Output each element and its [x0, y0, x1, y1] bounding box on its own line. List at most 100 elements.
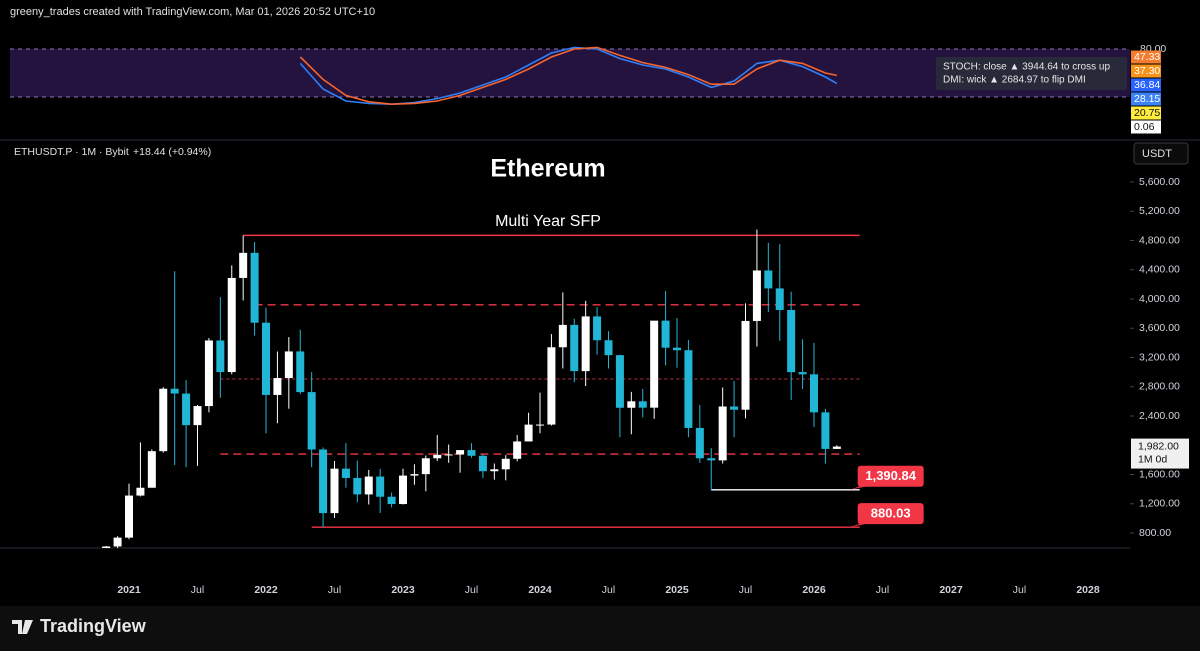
- candle-body: [581, 316, 590, 372]
- y-tick-label: 2,400.00: [1139, 410, 1180, 422]
- candle-body: [627, 401, 636, 408]
- candle-body: [193, 406, 202, 426]
- chart-title: Ethereum: [490, 155, 605, 183]
- value-tag: [1131, 120, 1161, 134]
- candle-body: [673, 347, 681, 351]
- candle-body: [524, 424, 533, 442]
- candle-body: [353, 477, 362, 495]
- x-tick-label: Jul: [1013, 584, 1026, 596]
- level-label-box: [857, 465, 924, 487]
- candle-body: [570, 324, 579, 372]
- candle-body: [684, 350, 693, 428]
- candle-body: [421, 458, 430, 475]
- logo-icon: [12, 620, 33, 634]
- x-tick-label: Jul: [191, 584, 204, 596]
- symbol-info: ETHUSDT.P · 1M · Bybit: [14, 146, 129, 158]
- candle-body: [319, 449, 328, 514]
- value-tag: [1131, 50, 1161, 64]
- x-tick-label: 2023: [391, 584, 415, 596]
- last-price-label: 1,982.00: [1138, 440, 1179, 452]
- level-label: 1,390.84: [865, 468, 916, 483]
- info-line: DMI: wick ▲ 2684.97 to flip DMI: [943, 75, 1086, 86]
- candle-body: [456, 450, 465, 455]
- candle-body: [536, 424, 544, 426]
- x-tick-label: Jul: [328, 584, 341, 596]
- x-tick-label: Jul: [876, 584, 889, 596]
- y-tick-label: 2,800.00: [1139, 381, 1180, 393]
- y-tick-label: 4,800.00: [1139, 234, 1180, 246]
- x-tick-label: 2021: [117, 584, 141, 596]
- candle-body: [467, 450, 476, 456]
- x-tick-label: Jul: [602, 584, 615, 596]
- candle-body: [661, 320, 670, 348]
- candle-body: [239, 252, 248, 278]
- candle-body: [695, 427, 704, 459]
- x-tick-label: 2024: [528, 584, 552, 596]
- x-tick-label: 2026: [802, 584, 826, 596]
- candle-body: [730, 406, 739, 410]
- price-axis: 800.00 1,200.00 1,600.00 2,400.00 2,800.00 3,…: [1130, 176, 1189, 539]
- candle-body: [204, 340, 213, 407]
- value-tag: [1131, 78, 1161, 92]
- candle-body: [821, 412, 830, 449]
- level-label: 880.03: [871, 506, 911, 521]
- candle-body: [147, 451, 156, 488]
- candle-body: [102, 546, 111, 548]
- candle-body: [490, 469, 499, 472]
- y-tick-label: 3,600.00: [1139, 322, 1180, 334]
- candle-body: [810, 374, 818, 413]
- y-tick-label: 5,600.00: [1139, 176, 1180, 188]
- candle-body: [650, 320, 659, 408]
- candle-body: [113, 537, 122, 547]
- annotation: Multi Year SFP: [495, 213, 601, 230]
- candle-body: [478, 455, 487, 472]
- value-tag: [1131, 64, 1161, 78]
- candle-body: [125, 495, 133, 538]
- candle-body: [604, 340, 613, 356]
- candle-body: [330, 468, 339, 514]
- value-tag-label: 28.15: [1134, 93, 1160, 105]
- candle-body: [741, 320, 750, 410]
- x-tick-label: Jul: [739, 584, 752, 596]
- y-tick-label: 4,000.00: [1139, 293, 1180, 305]
- value-tag-label: 36.84: [1134, 79, 1160, 91]
- candle-body: [832, 446, 841, 449]
- x-tick-label: 2022: [254, 584, 278, 596]
- value-tag-label: 37.30: [1134, 65, 1160, 77]
- candle-body: [399, 475, 407, 505]
- x-tick-label: 2028: [1076, 584, 1100, 596]
- footer: [0, 606, 1200, 651]
- candle-body: [376, 476, 385, 497]
- value-tag: [1131, 92, 1161, 106]
- candle-body: [638, 401, 647, 408]
- currency-label[interactable]: USDT: [1142, 148, 1172, 160]
- symbol-change: +18.44 (+0.94%): [133, 146, 211, 158]
- countdown-label: 1M 0d: [1138, 453, 1167, 465]
- price-pane: [102, 229, 860, 548]
- candle-body: [798, 372, 807, 375]
- candle-body: [170, 388, 179, 394]
- y-tick-label: 5,200.00: [1139, 205, 1180, 217]
- candle-body: [227, 277, 236, 373]
- currency-button[interactable]: [1133, 142, 1189, 165]
- candle-body: [433, 454, 442, 459]
- candle-body: [501, 458, 510, 470]
- y-tick-label: 3,200.00: [1139, 351, 1180, 363]
- candle-body: [593, 316, 602, 341]
- candle-body: [296, 351, 305, 393]
- level-label-box: [857, 503, 924, 525]
- logo-text: TradingView: [40, 616, 147, 636]
- y-tick-label: 4,400.00: [1139, 264, 1180, 276]
- oscillator-side: 80.0047.3337.3036.8428.1520.750.06STOCH:…: [936, 43, 1166, 134]
- candle-body: [341, 468, 350, 478]
- candle-body: [250, 252, 259, 323]
- candle-body: [558, 324, 567, 348]
- candle-body: [273, 378, 282, 395]
- last-price-tag: [1131, 438, 1189, 469]
- candle-body: [410, 474, 419, 476]
- value-tag-label: 20.75: [1134, 107, 1160, 119]
- x-tick-label: 2027: [939, 584, 963, 596]
- candle-body: [615, 355, 624, 408]
